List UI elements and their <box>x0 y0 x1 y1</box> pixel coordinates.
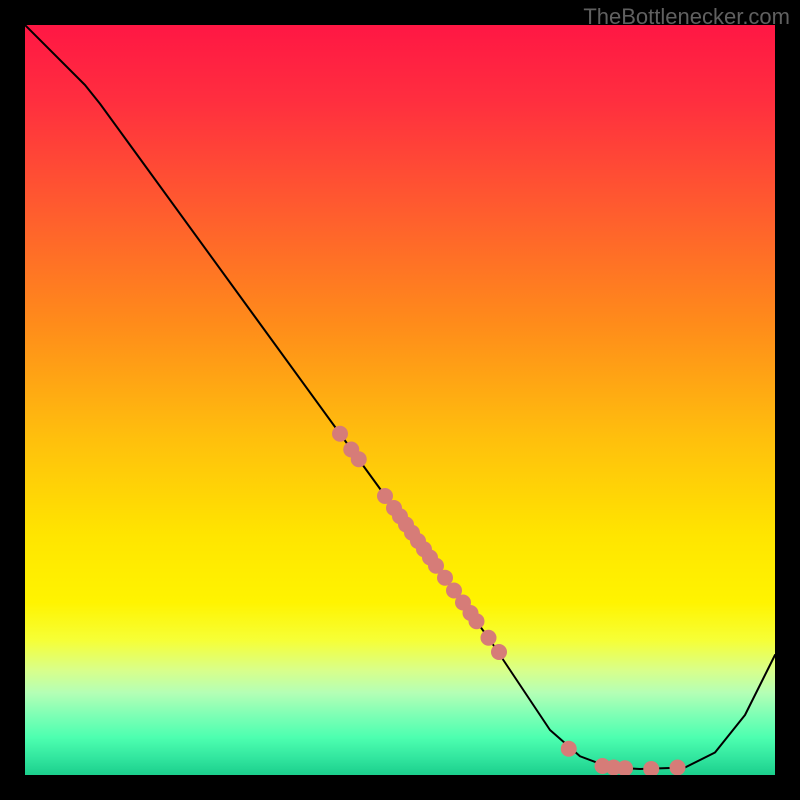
data-marker <box>351 451 367 467</box>
data-marker <box>643 761 659 775</box>
data-marker <box>332 426 348 442</box>
data-marker <box>491 644 507 660</box>
data-marker <box>481 630 497 646</box>
data-marker <box>670 760 686 776</box>
bottleneck-curve <box>25 25 775 769</box>
data-marker <box>561 741 577 757</box>
watermark-text: TheBottlenecker.com <box>583 4 790 30</box>
data-marker <box>469 613 485 629</box>
chart-plot-area <box>25 25 775 775</box>
chart-overlay <box>25 25 775 775</box>
data-markers-group <box>332 426 686 775</box>
